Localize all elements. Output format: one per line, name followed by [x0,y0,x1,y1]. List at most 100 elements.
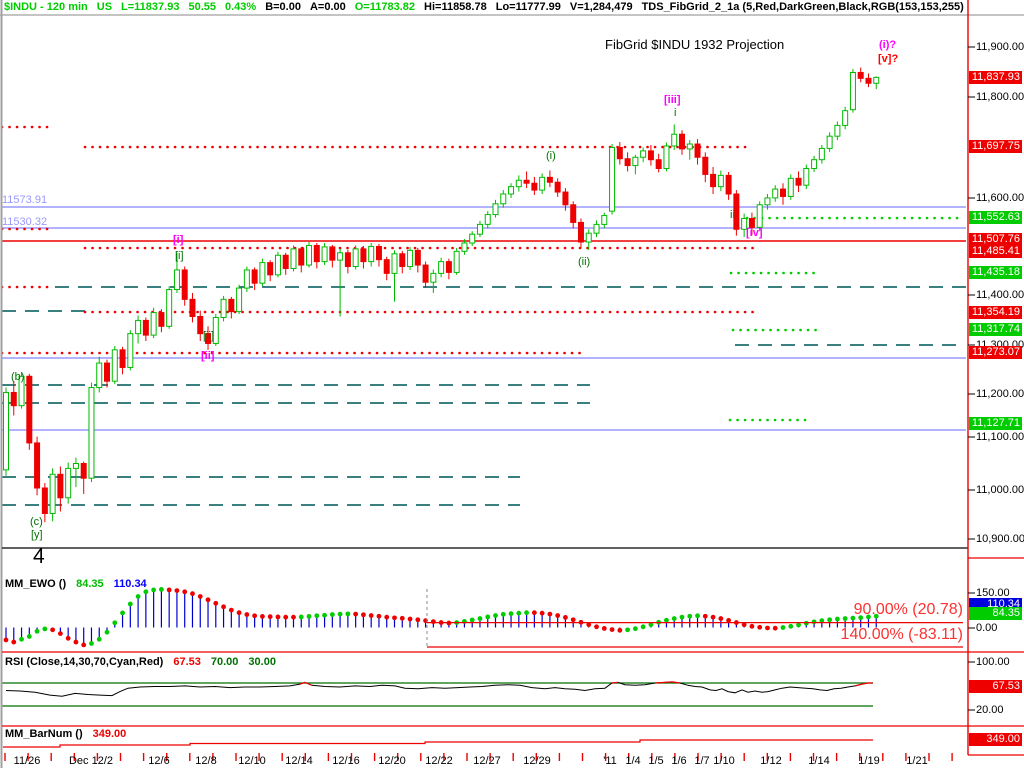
ewo-dot [283,614,289,620]
ewo-dot [143,589,149,595]
indicator-label-ewo: MM_EWO () 84.35 110.34 [5,578,157,590]
ewo-dot [50,627,56,633]
candle-body [34,442,41,489]
candle-body [18,375,25,407]
ewo-dot [493,613,498,618]
candle-body [803,168,810,186]
candle-body [375,245,382,261]
candle-body [593,223,600,234]
indicator-value: 70.00 [210,656,239,668]
bar-count-label: 4 [33,545,45,568]
date-label: 12/20 [378,755,406,767]
price-badge: 11,552.63 [969,211,1022,224]
ewo-dot [392,615,397,621]
candle-body [104,362,111,382]
candle-body [826,135,833,149]
ewo-dot [135,594,141,599]
header-token: O=11783.82 [354,1,416,13]
wave-label: [i] [173,234,184,246]
candle-body [500,193,507,205]
ewo-dot [236,610,242,616]
ewo-dot [291,614,296,620]
ewo-dot [205,597,211,603]
candle-body [236,287,243,313]
wave-label: [ii] [201,350,215,362]
rsi-overbought-segment [654,681,681,684]
ewo-dot [159,587,164,592]
candle-body [119,349,126,368]
price-badge: 67.53 [969,680,1022,693]
candle-body [282,254,289,269]
date-label: 12/27 [473,755,501,767]
wave-label: (b) [11,371,25,383]
ewo-dot [531,610,537,616]
ewo-dot [275,614,281,620]
candle-body [585,232,592,243]
ewo-dot [679,614,685,620]
ewo-dot [127,601,133,607]
candle-body [337,252,344,261]
ewo-dot [609,627,615,633]
candle-body [173,269,180,291]
candle-body [655,159,662,170]
candle-body [383,259,390,274]
wave-label: [y] [31,529,43,541]
candle-body [422,264,429,283]
candle-body [834,124,841,137]
ewo-dot [298,614,304,620]
ewo-dot [594,624,599,630]
ewo-dot [485,614,491,620]
candle-body [647,150,654,161]
date-label: 12/6 [148,755,170,767]
ewo-dot [174,588,180,594]
wave-label: [v]? [878,53,899,65]
indicator-value: 30.00 [248,656,276,668]
indicator-value: MM_EWO () [5,578,67,590]
ewo-dot [788,623,794,629]
ewo-dot [221,604,226,610]
candle-body [414,249,421,266]
header-token: Lo=11777.99 [495,1,561,13]
candle-body [795,177,802,186]
ewo-dot [718,616,724,621]
date-label: '11 [603,755,617,767]
axis-tick-label: 11,400.00 [976,288,1024,301]
candle-body [717,174,724,188]
indicator-value: 110.34 [113,578,147,590]
candle-body [748,218,755,228]
ewo-dot [617,627,623,633]
candle-body [445,261,452,273]
ewo-dot [640,624,646,630]
axis-tick-label: 11,900.00 [976,40,1024,53]
wave-label: (i) [546,150,556,162]
candle-body [811,159,818,170]
candle-body [26,375,33,444]
candle-body [710,173,717,188]
candle-body [189,298,196,318]
indicator-value: 349.00 [92,728,127,740]
ewo-dot [430,619,436,625]
candle-body [671,133,678,147]
axis-tick-label: 11,100.00 [976,430,1024,443]
ewo-dot [858,615,864,621]
rsi-overbought-segment [854,682,873,687]
candle-body [780,188,786,197]
candle-body [329,246,336,261]
ewo-dot [407,616,413,622]
candle-body [772,188,779,199]
ewo-dot [244,612,250,617]
candle-body [733,193,740,230]
price-badge: 11,435.18 [969,266,1022,279]
ewo-dot [500,611,506,617]
header-token: $INDU - 120 min [4,1,88,13]
date-label: 11/26 [13,755,41,767]
candle-body [306,244,313,266]
axis-tick-label: 150.00 [976,586,1010,599]
candle-body [166,289,173,327]
candle-body [842,110,849,126]
candle-body [570,204,577,223]
fib-price-label: 11530.32 [2,216,48,228]
candle-body [702,156,709,175]
